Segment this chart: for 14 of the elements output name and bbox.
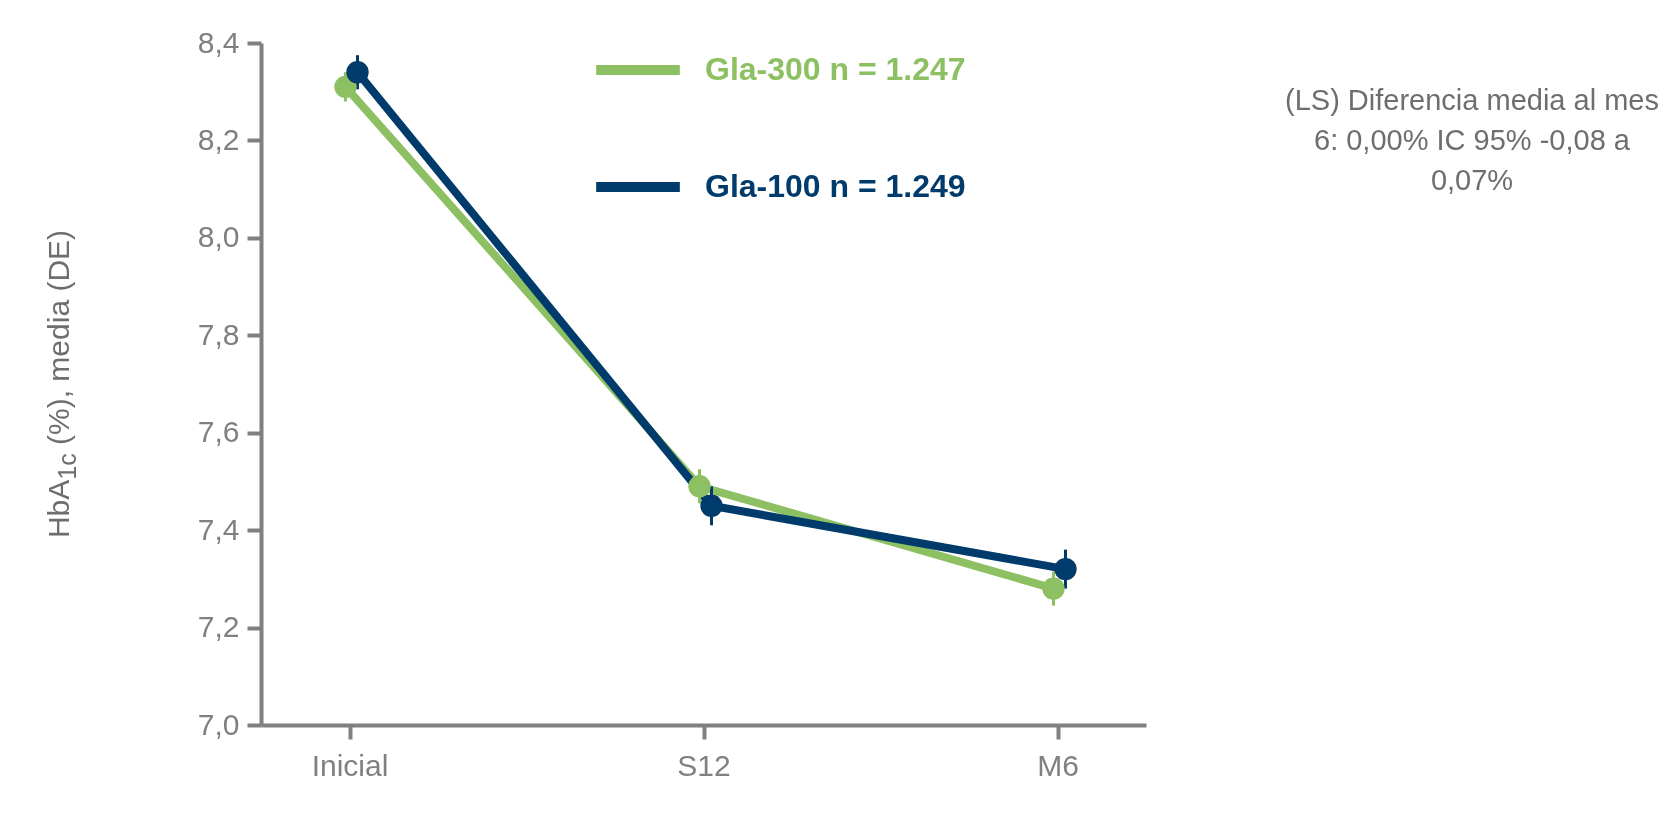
x-tick-label: S12	[677, 748, 731, 782]
y-tick-label: 7,4	[197, 512, 240, 546]
y-tick-label: 7,0	[197, 707, 240, 741]
legend-label: Gla-100 n = 1.249	[705, 168, 966, 204]
y-tick-label: 7,2	[197, 610, 240, 644]
y-tick-label: 7,8	[197, 317, 240, 351]
y-tick-label: 8,2	[197, 122, 240, 156]
legend-label: Gla-300 n = 1.247	[705, 51, 966, 87]
x-tick-label: M6	[1037, 748, 1079, 782]
y-tick-label: 7,6	[197, 415, 240, 449]
x-tick-label: Inicial	[311, 748, 389, 782]
y-tick-label: 8,0	[197, 220, 240, 254]
text: (LS) Diferencia media al mes 6: 0,00% IC 95% -0,08 a 0,07%	[1284, 83, 1660, 198]
y-tick-label: 8,4	[197, 25, 240, 59]
